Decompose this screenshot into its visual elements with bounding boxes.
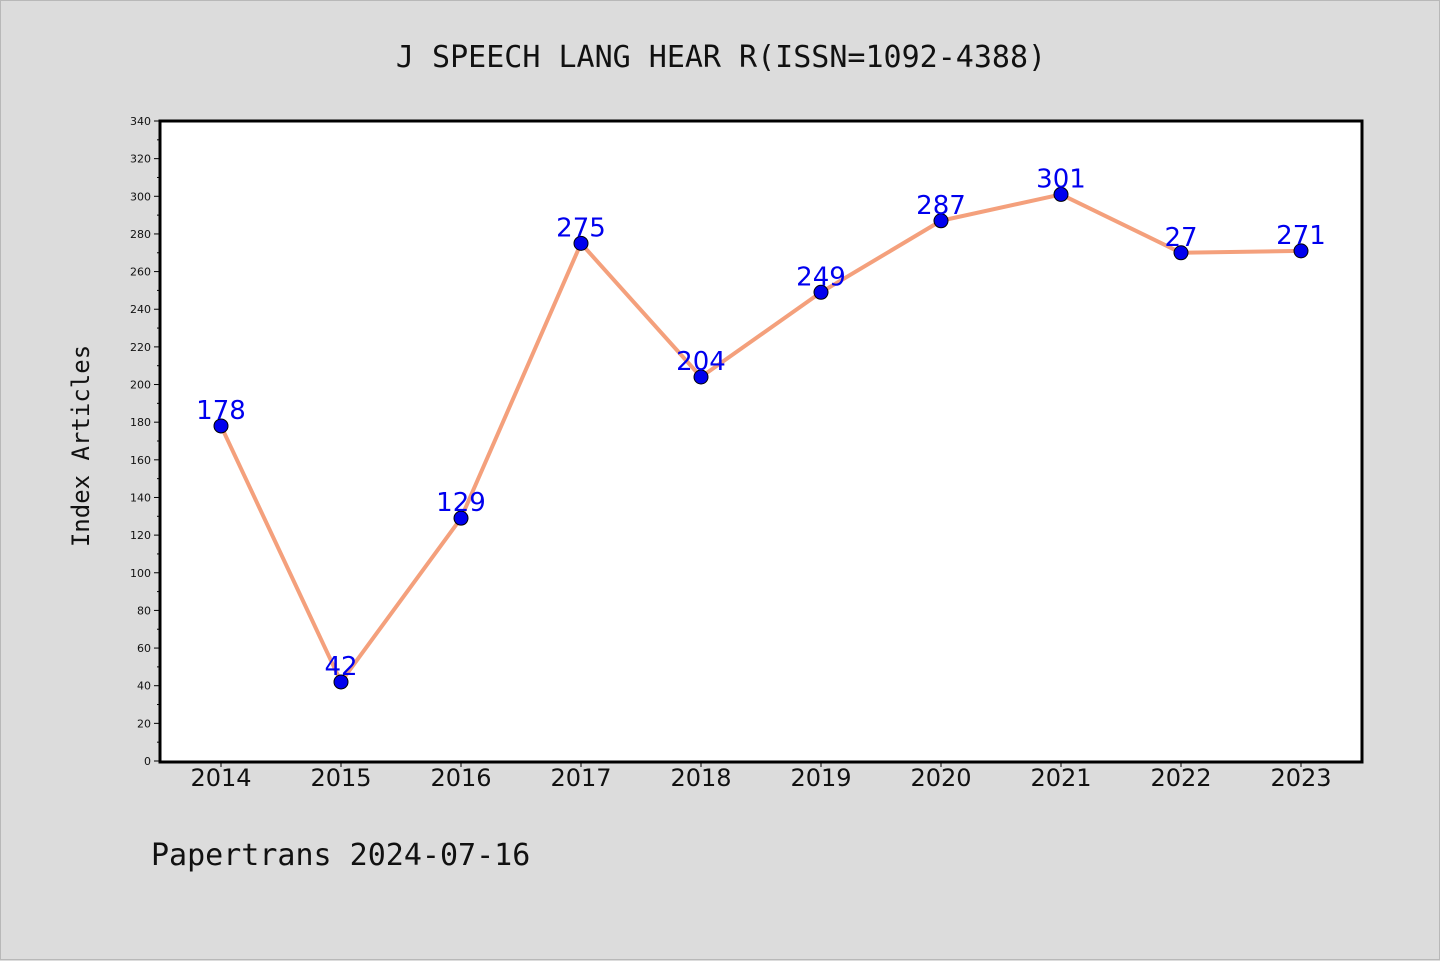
- y-axis: 0 20 40 60 80 100 120 140 160 180 200 220 240 260 280 3…: [130, 115, 161, 768]
- y-tick-label: 320: [130, 153, 151, 166]
- data-point: [213, 418, 229, 434]
- data-point: [1293, 243, 1309, 259]
- data-point: [1173, 245, 1189, 261]
- y-tick-label: 180: [130, 416, 151, 429]
- data-label: 178: [196, 396, 246, 426]
- x-tick-label: 2023: [1270, 764, 1331, 792]
- x-tick-label: 2022: [1150, 764, 1211, 792]
- series-line: [219, 192, 1302, 684]
- data-point: [1053, 186, 1069, 202]
- x-tick-label: 2021: [1030, 764, 1091, 792]
- y-tick-label: 300: [130, 190, 151, 203]
- data-label: 129: [436, 488, 486, 518]
- data-label: 271: [1276, 221, 1326, 251]
- x-tick-label: 2019: [790, 764, 851, 792]
- y-tick-label: 220: [130, 341, 151, 354]
- y-tick-label: 160: [130, 454, 151, 467]
- y-tick-label: 80: [137, 604, 151, 617]
- y-tick-label: 20: [137, 717, 151, 730]
- y-tick-label: 120: [130, 529, 151, 542]
- x-tick-label: 2018: [670, 764, 731, 792]
- y-tick-label: 140: [130, 491, 151, 504]
- data-point: [453, 510, 469, 526]
- data-label: 204: [676, 347, 726, 377]
- y-tick-label: 40: [137, 680, 151, 693]
- data-label: 27: [1164, 223, 1197, 253]
- data-markers: [213, 186, 1309, 690]
- y-tick-label: 200: [130, 379, 151, 392]
- footer-credit: Papertrans 2024-07-16: [151, 838, 530, 873]
- data-label: 301: [1036, 164, 1086, 194]
- y-tick-label: 260: [130, 266, 151, 279]
- data-labels: 178 42 129 275 204 249 287 301 27 271: [196, 164, 1326, 682]
- x-tick-label: 2017: [550, 764, 611, 792]
- x-tick-label: 2016: [430, 764, 491, 792]
- x-axis: 2014 2015 2016 2017 2018 2019 2020 2021 2022 2023: [190, 761, 1332, 792]
- data-label: 275: [556, 213, 606, 243]
- x-tick-label: 2020: [910, 764, 971, 792]
- chart-title: J SPEECH LANG HEAR R(ISSN=1092-4388): [396, 40, 1046, 75]
- series-line-path: [219, 192, 1302, 684]
- data-point: [933, 213, 949, 229]
- y-tick-label: 100: [130, 567, 151, 580]
- y-tick-label: 280: [130, 228, 151, 241]
- data-label: 249: [796, 262, 846, 292]
- data-point: [693, 369, 709, 385]
- x-tick-label: 2015: [310, 764, 371, 792]
- data-point: [333, 674, 349, 690]
- data-point: [813, 284, 829, 300]
- y-tick-label: 340: [130, 115, 151, 128]
- y-tick-label: 240: [130, 303, 151, 316]
- x-tick-label: 2014: [190, 764, 251, 792]
- y-tick-label: 60: [137, 642, 151, 655]
- data-label: 287: [916, 191, 966, 221]
- data-label: 42: [324, 652, 357, 682]
- data-point: [573, 235, 589, 251]
- y-axis-label: Index Articles: [67, 345, 95, 547]
- y-tick-label: 0: [144, 755, 151, 768]
